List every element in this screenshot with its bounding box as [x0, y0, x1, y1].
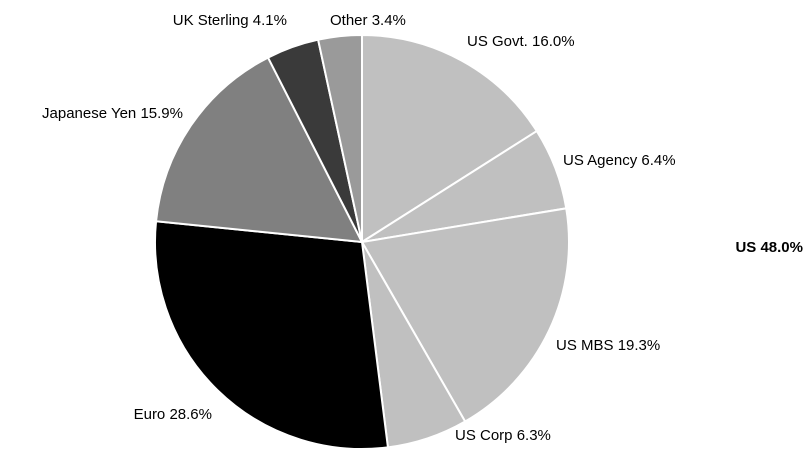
- category-label: US Govt.: [467, 33, 528, 50]
- slice-label: US MBS 19.3%: [556, 337, 660, 354]
- category-label: Euro: [134, 406, 166, 423]
- value-label: 15.9%: [140, 105, 183, 122]
- slice-label: US Corp 6.3%: [455, 427, 551, 444]
- slice-label: US Agency 6.4%: [563, 152, 676, 169]
- slice-label: US Govt. 16.0%: [467, 33, 575, 50]
- value-label: 4.1%: [253, 12, 287, 29]
- pie-slice: [360, 207, 570, 423]
- category-label: US Agency: [563, 152, 638, 169]
- value-label: 19.3%: [618, 337, 661, 354]
- value-label: 6.4%: [641, 152, 675, 169]
- category-label: Other: [330, 12, 368, 29]
- annotation: US 48.0%: [735, 239, 803, 256]
- value-label: 3.4%: [372, 12, 406, 29]
- pie-slice: [316, 33, 363, 243]
- pie-slice: [154, 56, 364, 244]
- pie-slice: [154, 220, 390, 449]
- slice-label: Other 3.4%: [330, 12, 406, 29]
- category-label: US MBS: [556, 337, 614, 354]
- value-label: 6.3%: [517, 427, 551, 444]
- slice-label: UK Sterling 4.1%: [173, 12, 287, 29]
- value-label: 28.6%: [169, 406, 212, 423]
- slice-label: Euro 28.6%: [134, 406, 212, 423]
- category-label: US Corp: [455, 427, 513, 444]
- value-label: 16.0%: [532, 33, 575, 50]
- category-label: UK Sterling: [173, 12, 249, 29]
- category-label: Japanese Yen: [42, 105, 136, 122]
- slice-label: Japanese Yen 15.9%: [42, 105, 183, 122]
- pie-slice: [361, 33, 539, 244]
